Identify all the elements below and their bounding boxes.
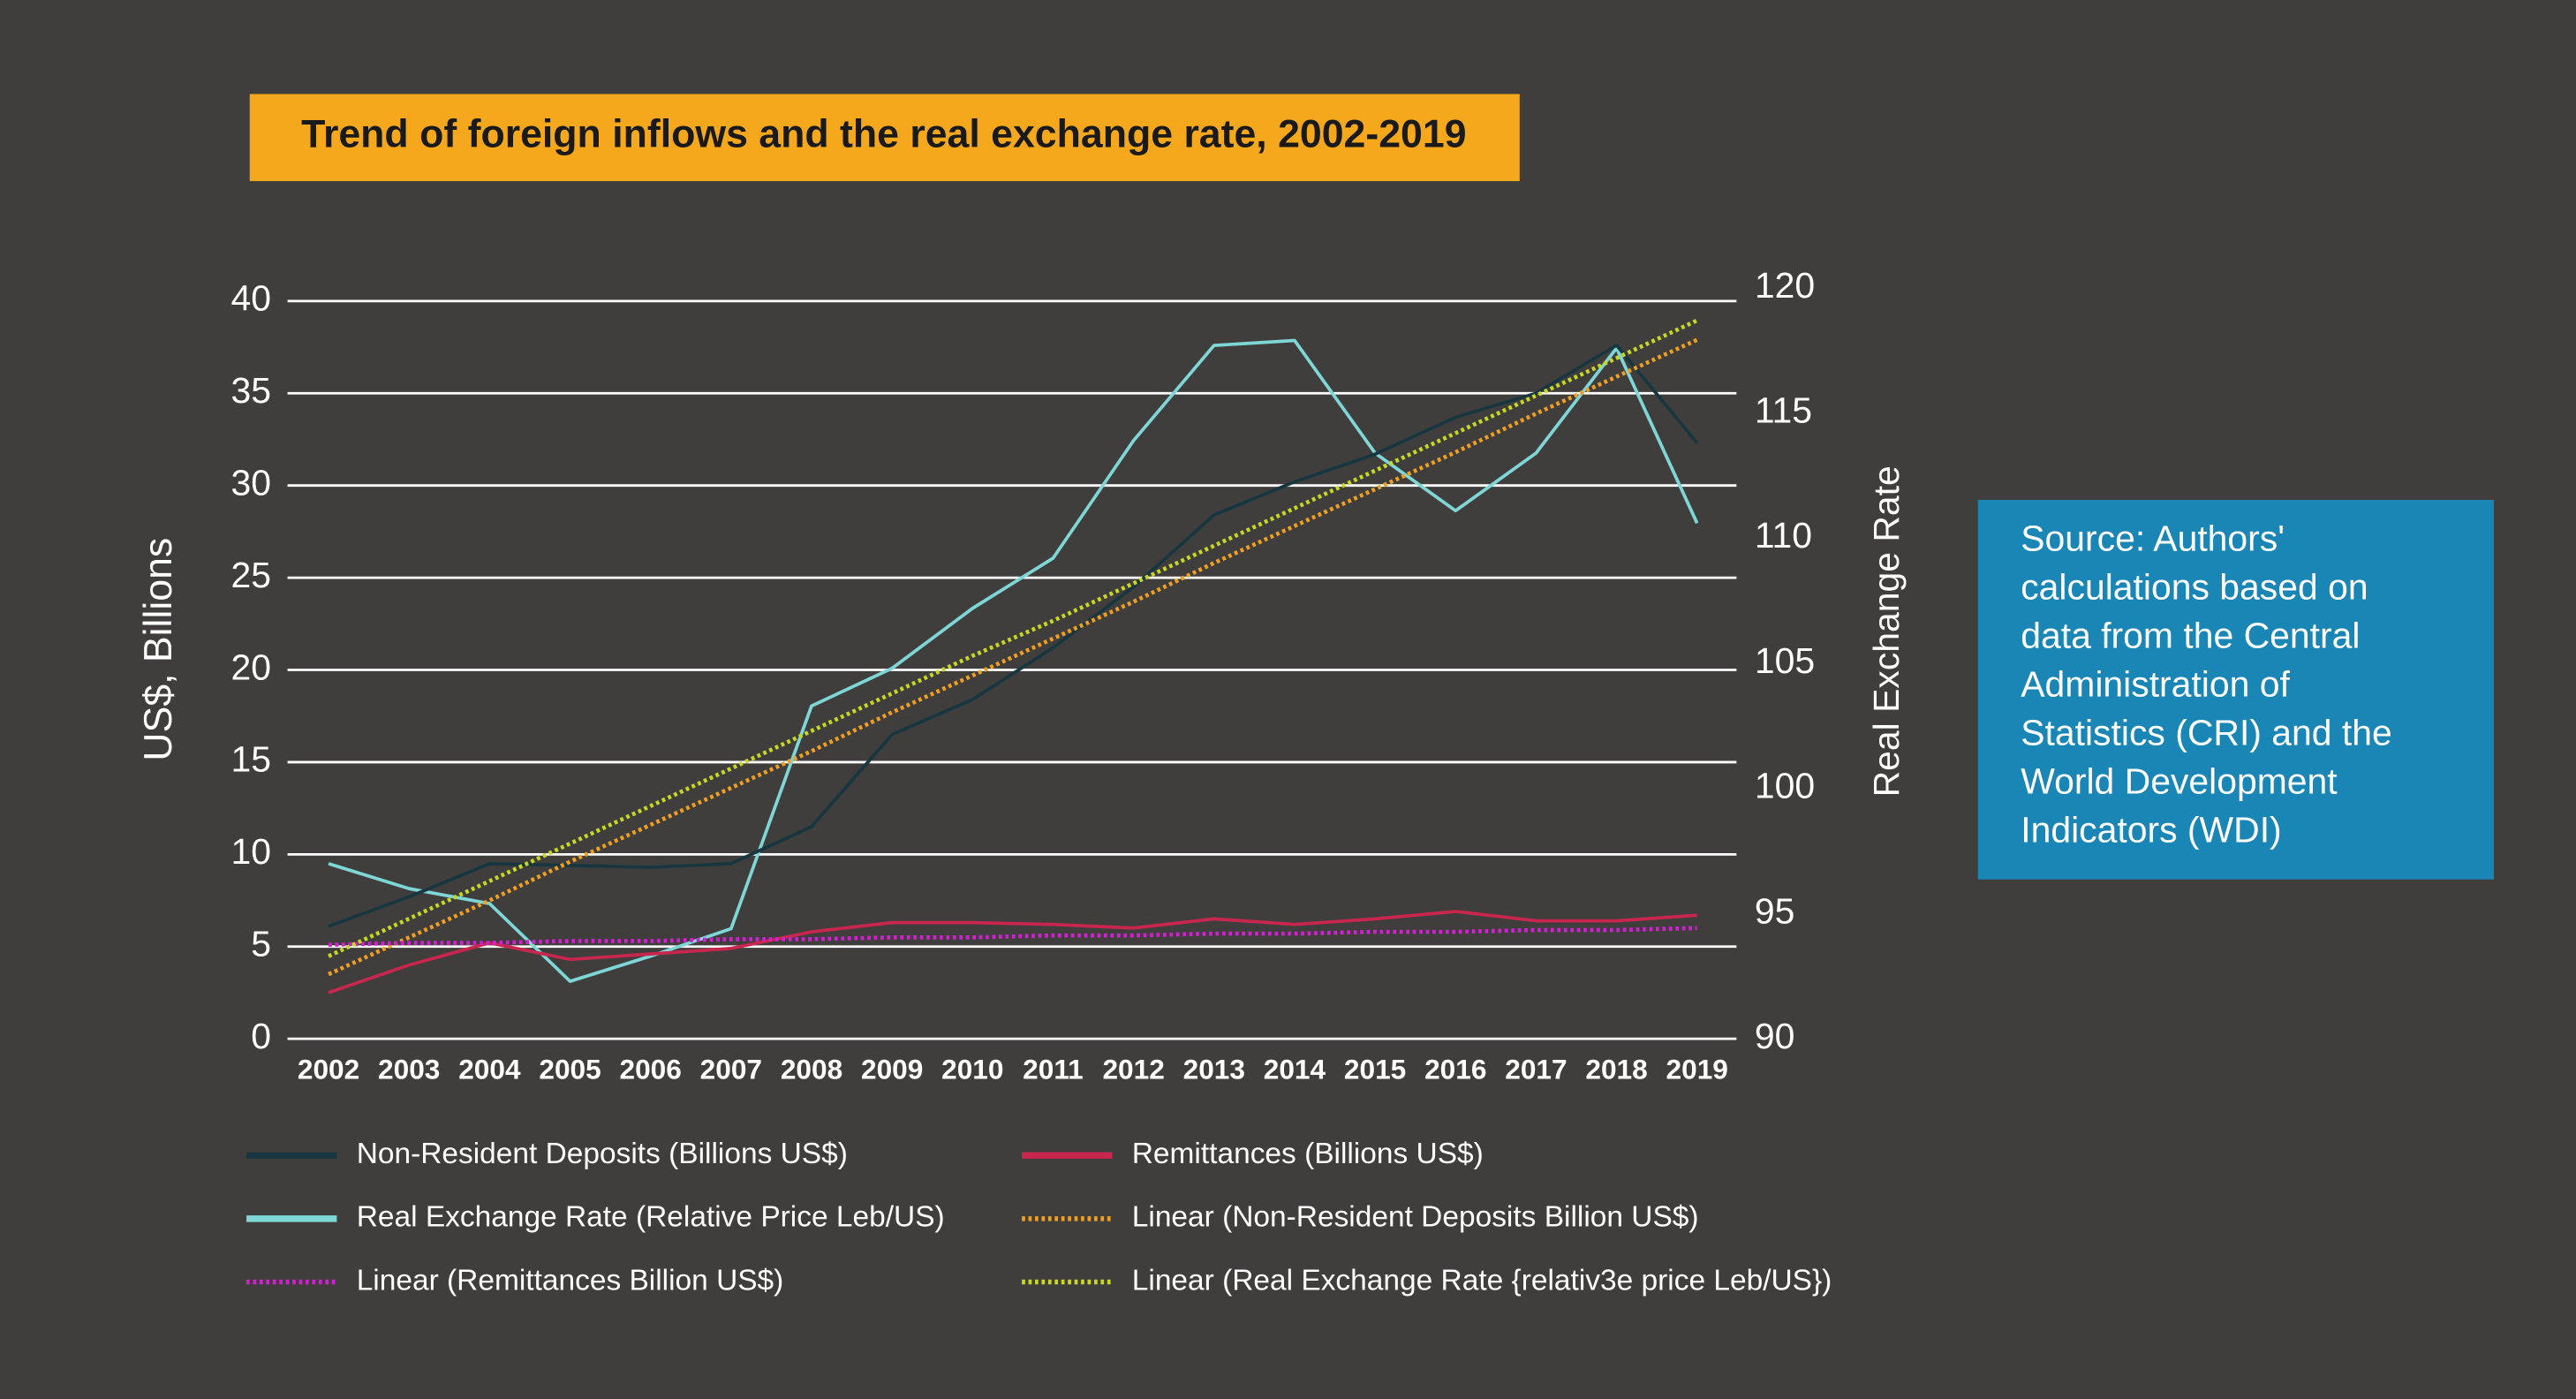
- legend-label: Linear (Real Exchange Rate {relativ3e pr…: [1132, 1264, 1832, 1297]
- source-text: World Development: [2021, 761, 2338, 802]
- legend-label: Linear (Remittances Billion US$): [357, 1264, 784, 1297]
- source-box: [1977, 499, 2494, 880]
- y-tick-label: 15: [230, 739, 271, 780]
- legend-label: Remittances (Billions US$): [1132, 1138, 1484, 1170]
- y-tick-label: 30: [230, 463, 271, 503]
- x-tick-label: 2015: [1344, 1054, 1406, 1085]
- x-tick-label: 2002: [298, 1054, 359, 1085]
- chart-title: Trend of foreign inflows and the real ex…: [301, 113, 1466, 156]
- source-text: Indicators (WDI): [2021, 810, 2281, 851]
- x-tick-label: 2013: [1183, 1054, 1245, 1085]
- series-line: [328, 344, 1699, 928]
- y-tick-label: 10: [230, 831, 271, 872]
- source-text: Administration of: [2021, 663, 2290, 704]
- legend-label: Real Exchange Rate (Relative Price Leb/U…: [357, 1201, 945, 1234]
- x-tick-label: 2018: [1585, 1054, 1647, 1085]
- y-tick-label: 0: [251, 1016, 271, 1056]
- series-line: [329, 926, 1697, 948]
- x-tick-label: 2005: [539, 1054, 601, 1085]
- x-tick-label: 2009: [861, 1054, 923, 1085]
- x-tick-label: 2007: [700, 1054, 762, 1085]
- x-tick-label: 2004: [458, 1054, 521, 1085]
- source-text: Statistics (CRI) and the: [2021, 713, 2392, 753]
- series-line: [328, 338, 1699, 983]
- y-tick-label: 20: [230, 647, 271, 687]
- x-tick-label: 2014: [1264, 1054, 1326, 1085]
- y2-tick-label: 110: [1755, 515, 1812, 556]
- y2-tick-label: 120: [1755, 265, 1815, 306]
- series-line: [328, 910, 1697, 994]
- y2-tick-label: 105: [1755, 640, 1815, 681]
- y-tick-label: 25: [230, 555, 271, 595]
- x-tick-label: 2019: [1666, 1054, 1728, 1085]
- y-tick-label: 5: [251, 924, 271, 964]
- y-tick-label: 35: [230, 370, 271, 411]
- legend-label: Non-Resident Deposits (Billions US$): [357, 1138, 848, 1170]
- source-text: data from the Central: [2021, 615, 2360, 655]
- x-tick-label: 2016: [1424, 1054, 1486, 1085]
- y-axis-label: US$, Billions: [137, 538, 180, 761]
- y2-axis-label: Real Exchange Rate: [1866, 465, 1907, 797]
- y-tick-label: 40: [230, 278, 271, 319]
- source-text: Source: Authors': [2021, 518, 2285, 558]
- y2-tick-label: 90: [1755, 1016, 1795, 1056]
- series-line: [328, 318, 1698, 958]
- series-line: [328, 337, 1698, 977]
- x-tick-label: 2017: [1505, 1054, 1567, 1085]
- y2-tick-label: 115: [1755, 389, 1812, 430]
- y2-tick-label: 100: [1755, 766, 1815, 806]
- title-box: [249, 94, 1520, 182]
- x-tick-label: 2011: [1023, 1054, 1084, 1085]
- x-tick-label: 2010: [941, 1054, 1003, 1085]
- x-tick-label: 2003: [378, 1054, 440, 1085]
- x-tick-label: 2006: [620, 1054, 682, 1085]
- legend-label: Linear (Non-Resident Deposits Billion US…: [1132, 1201, 1699, 1234]
- x-tick-label: 2008: [781, 1054, 842, 1085]
- source-text: calculations based on: [2021, 566, 2368, 607]
- x-tick-label: 2012: [1102, 1054, 1164, 1085]
- y2-tick-label: 95: [1755, 890, 1795, 931]
